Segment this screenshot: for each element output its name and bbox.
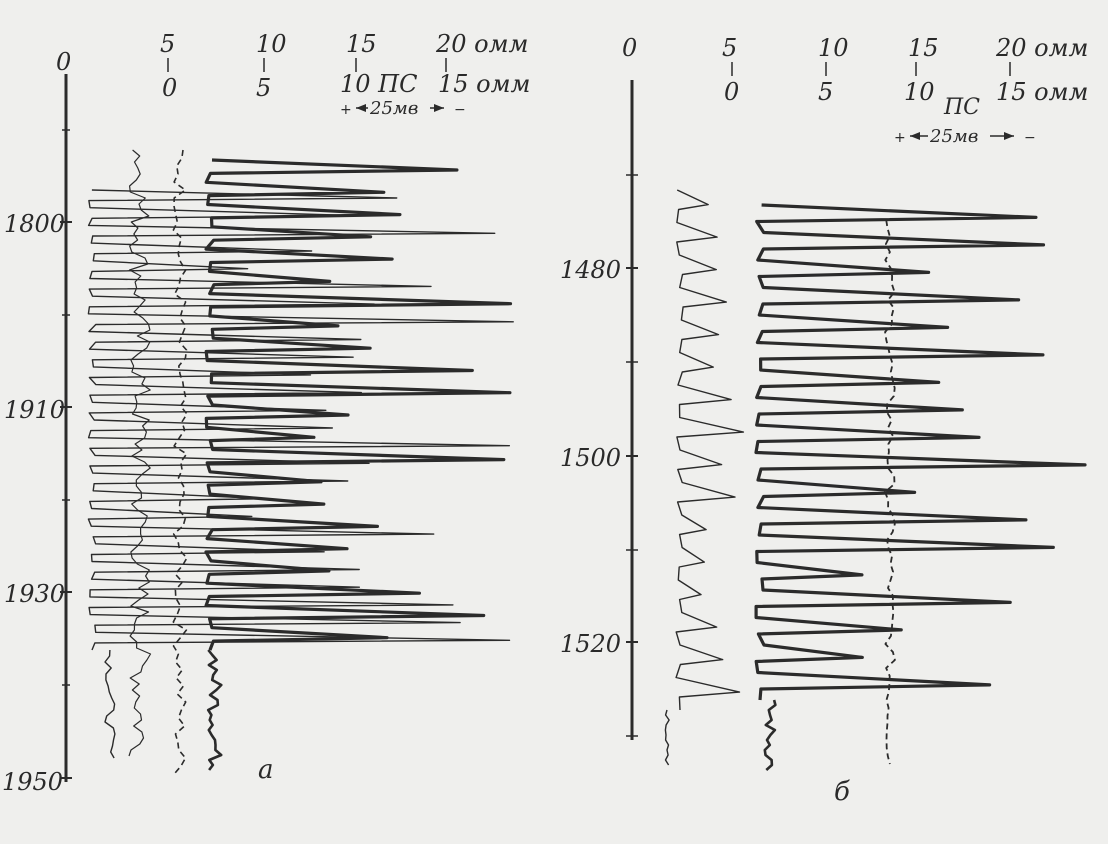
scale-a-r1-5: 5 [160,30,175,58]
scale-a-r1-0: 0 [56,48,71,76]
sp-plus-a: + [340,102,352,118]
scale-a-r2-0: 0 [162,74,177,102]
sp-plus-b: + [894,130,906,146]
sp-arrow-right [1004,132,1014,140]
log-curve-thin-a [128,149,152,757]
log-curve-resistivity-b [675,189,745,711]
panel-a: 1800 1910 1930 1950 0 5 10 15 20 омм 0 5… [2,30,530,796]
log-curves-a [87,149,514,775]
scale-b-r1-15: 15 [908,34,939,62]
depth-label-1930: 1930 [4,580,65,608]
depth-label-1910: 1910 [4,396,65,424]
sp-value-b: 25мв [929,126,978,147]
scale-b-r2-10: 10 [904,78,935,106]
scale-b-r1-10: 10 [818,34,849,62]
log-curve-tail-a [104,649,116,759]
depth-label-1800: 1800 [4,210,65,238]
scale-a-r1-10: 10 [256,30,287,58]
log-curve-resistivity-bold-a [204,158,513,651]
depth-label-1950: 1950 [2,768,63,796]
log-curve-bold-tail-a [206,649,223,771]
sp-minus-a: − [454,102,466,118]
panel-b: 1480 1500 1520 0 5 10 15 20 омм 0 5 10 1… [560,34,1088,807]
sp-arrow-left [356,104,366,112]
scale-b-r2-5: 5 [818,78,833,106]
scale-b-r2-15: 15 омм [996,78,1088,106]
scale-b-r2-0: 0 [724,78,739,106]
scale-a-r1-20: 20 омм [435,30,528,58]
log-curve-bold-tail-b [763,699,777,771]
sp-minus-b: − [1024,130,1036,146]
scale-a-r1-15: 15 [346,30,377,58]
sp-arrow-right [434,104,444,112]
sp-label-bg [368,98,430,116]
log-curve-tail-b [664,709,670,766]
sp-label-b: ПС [943,95,980,120]
log-curve-sp-a [172,149,188,775]
sp-value-a: 25мв [369,98,418,119]
scale-b-r1-20: 20 омм [995,34,1088,62]
sp-label-bg [928,126,990,144]
scale-b-r1-5: 5 [722,34,737,62]
panel-letter-b: б [834,777,850,807]
scale-a-r2-15: 15 омм [438,70,530,98]
log-curve-resistivity-bold-b [754,203,1087,701]
log-curves-b [664,189,1087,771]
log-curve-resistivity-a [87,189,514,651]
scale-b-r1-0: 0 [622,34,637,62]
panel-letter-a: а [258,755,274,785]
depth-label-1520: 1520 [560,630,621,658]
log-curve-sp-b [884,219,896,765]
depth-label-1500: 1500 [560,444,621,472]
scale-a-r2-10: 10 ПС [340,70,417,98]
depth-label-1480: 1480 [560,256,621,284]
scale-a-r2-5: 5 [256,74,271,102]
sp-arrow-left [910,132,920,140]
